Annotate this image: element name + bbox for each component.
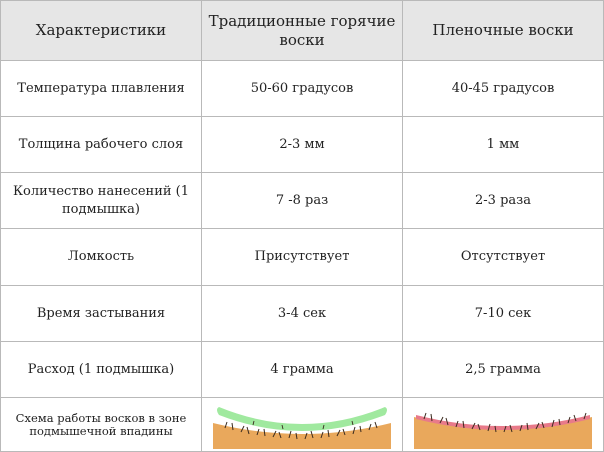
row-label: Толщина рабочего слоя bbox=[0, 116, 202, 173]
row-value-film: 1 мм bbox=[402, 116, 604, 173]
header-traditional-wax: Традиционные горячие воски bbox=[201, 0, 403, 61]
row-label: Температура плавления bbox=[0, 60, 202, 117]
table-row: Толщина рабочего слоя 2-3 мм 1 мм bbox=[0, 116, 604, 173]
table-row: Ломкость Присутствует Отсутствует bbox=[0, 228, 604, 286]
scheme-label: Схема работы восков в зоне подмышечной в… bbox=[0, 397, 202, 452]
scheme-row: Схема работы восков в зоне подмышечной в… bbox=[0, 397, 604, 452]
row-value-traditional: 7 -8 раз bbox=[201, 172, 403, 229]
row-label: Количество нанесений (1 подмышка) bbox=[0, 172, 202, 229]
table-row: Расход (1 подмышка) 4 грамма 2,5 грамма bbox=[0, 341, 604, 398]
row-value-film: 2,5 грамма bbox=[402, 341, 604, 398]
header-row: Характеристики Традиционные горячие воск… bbox=[0, 0, 604, 61]
row-label: Расход (1 подмышка) bbox=[0, 341, 202, 398]
header-film-wax: Пленочные воски bbox=[402, 0, 604, 61]
traditional-wax-scheme bbox=[201, 397, 403, 452]
film-wax-scheme bbox=[402, 397, 604, 452]
film-wax-illustration bbox=[414, 412, 592, 449]
row-value-film: Отсутствует bbox=[402, 228, 604, 286]
table-row: Время застывания 3-4 сек 7-10 сек bbox=[0, 285, 604, 342]
header-characteristics: Характеристики bbox=[0, 0, 202, 61]
row-value-film: 7-10 сек bbox=[402, 285, 604, 342]
traditional-wax-illustration bbox=[213, 406, 391, 449]
row-value-film: 2-3 раза bbox=[402, 172, 604, 229]
row-value-traditional: Присутствует bbox=[201, 228, 403, 286]
row-value-traditional: 3-4 сек bbox=[201, 285, 403, 342]
table-row: Количество нанесений (1 подмышка) 7 -8 р… bbox=[0, 172, 604, 229]
row-label: Время застывания bbox=[0, 285, 202, 342]
row-value-traditional: 50-60 градусов bbox=[201, 60, 403, 117]
table-row: Температура плавления 50-60 градусов 40-… bbox=[0, 60, 604, 117]
row-value-film: 40-45 градусов bbox=[402, 60, 604, 117]
row-value-traditional: 4 грамма bbox=[201, 341, 403, 398]
row-label: Ломкость bbox=[0, 228, 202, 286]
row-value-traditional: 2-3 мм bbox=[201, 116, 403, 173]
